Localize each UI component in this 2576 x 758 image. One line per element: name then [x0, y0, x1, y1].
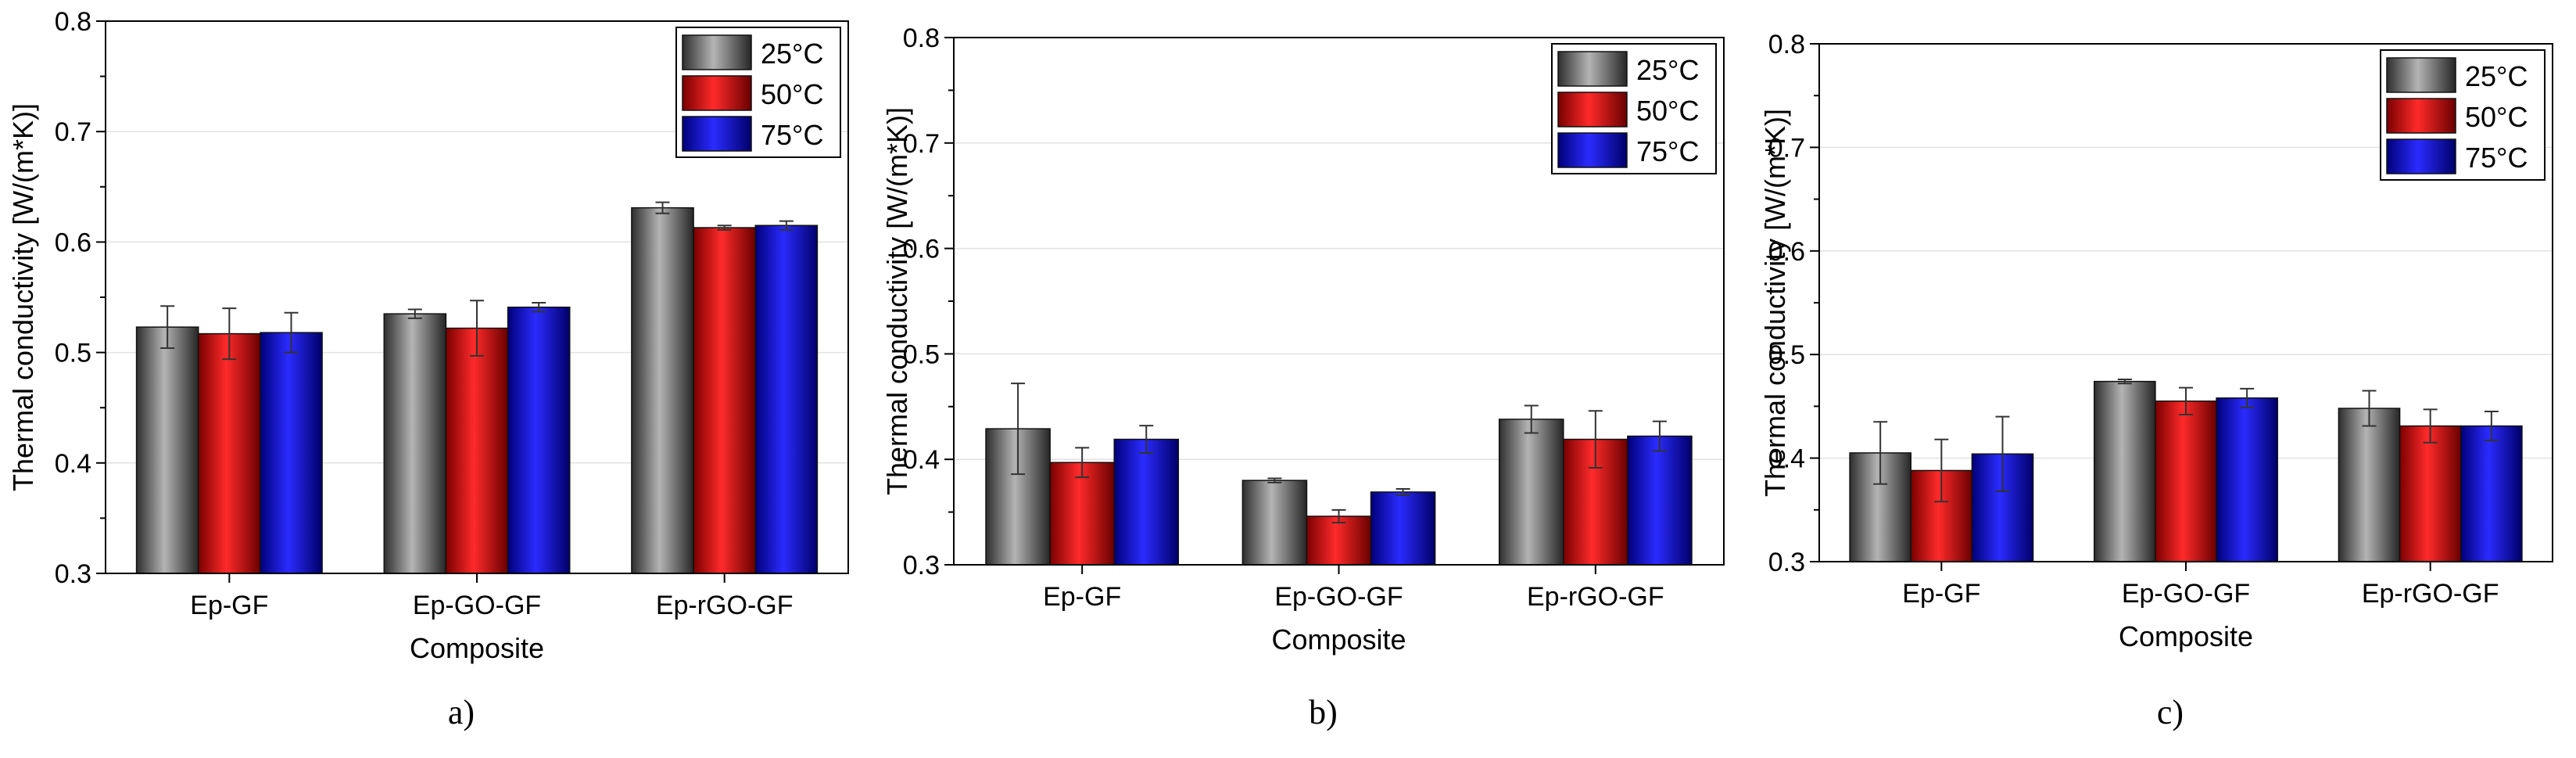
bar-25c-ep-rgo-gf: [1498, 419, 1564, 566]
y-tick-label: 0.8: [903, 23, 940, 53]
bar-50c-ep-rgo-gf: [2399, 425, 2462, 562]
x-tick-label: Ep-GF: [1043, 582, 1121, 612]
bar-50c-ep-go-gf: [2155, 401, 2217, 562]
legend-swatch-25c: [2386, 57, 2456, 93]
legend-swatch-50c: [1557, 92, 1628, 128]
x-axis-label: Composite: [410, 632, 544, 664]
legend-label: 50°C: [2465, 101, 2528, 133]
y-tick-label: 0.4: [903, 445, 940, 475]
y-tick-label: 0.3: [55, 559, 91, 589]
y-tick-label: 0.8: [1768, 30, 1805, 59]
x-tick-label: Ep-GF: [1902, 579, 1980, 609]
y-tick-label: 0.7: [55, 117, 91, 147]
legend-label: 75°C: [1636, 135, 1699, 167]
x-axis-label: Composite: [1271, 623, 1406, 656]
y-tick-label: 0.5: [903, 339, 940, 369]
y-axis-label: Thermal conductivity [W/(m*K)]: [881, 107, 913, 495]
bar-25c-ep-rgo-gf: [2338, 408, 2401, 562]
bar-50c-ep-rgo-gf: [693, 227, 756, 574]
bar-75c-ep-rgo-gf: [754, 225, 819, 574]
y-tick-label: 0.7: [903, 129, 940, 159]
legend-label: 25°C: [2465, 60, 2528, 92]
y-tick-label: 0.6: [1768, 237, 1805, 267]
legend: 25°C 50°C 75°C: [675, 27, 841, 158]
x-tick-label: Ep-rGO-GF: [1527, 582, 1664, 612]
x-tick-label: Ep-GO-GF: [1274, 582, 1403, 612]
legend-swatch-25c: [1557, 51, 1628, 87]
legend-swatch-25c: [682, 34, 752, 70]
bar-25c-ep-go-gf: [2094, 380, 2156, 562]
y-tick-label: 0.7: [1768, 133, 1805, 163]
chart-panel-b: 0.3 0.4 0.5 0.6 0.7 0.8 Ep-GF Ep-GO-GF Ep-rGO-G…: [881, 23, 1725, 731]
panel-label: a): [448, 693, 475, 731]
x-tick-label: Ep-GO-GF: [2122, 579, 2250, 609]
y-tick-label: 0.3: [1768, 548, 1805, 577]
bar-75c-ep-gf: [1113, 438, 1180, 566]
legend: 25°C 50°C 75°C: [1551, 43, 1717, 174]
x-tick-label: Ep-GF: [190, 591, 268, 620]
legend-label: 25°C: [1636, 54, 1699, 86]
bar-75c-ep-go-gf: [507, 306, 571, 574]
legend-swatch-50c: [2386, 98, 2456, 134]
bar-75c-ep-go-gf: [1370, 491, 1436, 566]
x-tick-label: Ep-rGO-GF: [2362, 579, 2499, 609]
chart-panel-c: 0.3 0.4 0.5 0.6 0.7 0.8 Ep-GF Ep-GO-GF Ep-rGO-G…: [1759, 30, 2553, 731]
y-tick-label: 0.6: [903, 235, 940, 264]
legend: 25°C 50°C 75°C: [2380, 49, 2546, 181]
y-tick-label: 0.8: [55, 7, 91, 37]
legend-label: 50°C: [761, 78, 823, 110]
panel-label: c): [2157, 693, 2184, 731]
y-tick-label: 0.5: [1768, 340, 1805, 370]
bar-50c-ep-go-gf: [1306, 516, 1372, 566]
legend-label: 75°C: [761, 119, 823, 151]
bar-25c-ep-go-gf: [1241, 480, 1308, 566]
y-tick-label: 0.4: [1768, 444, 1805, 474]
bar-75c-ep-go-gf: [2216, 397, 2278, 562]
chart-panel-a: 0.3 0.4 0.5 0.6 0.7 0.8 Ep-GF Ep-GO-GF Ep-rGO-G…: [7, 7, 849, 731]
bar-25c-ep-rgo-gf: [631, 207, 694, 574]
bar-50c-ep-gf: [1049, 462, 1115, 566]
x-tick-label: Ep-GO-GF: [413, 591, 541, 620]
bar-75c-ep-rgo-gf: [2460, 425, 2523, 562]
bar-25c-ep-go-gf: [383, 313, 447, 574]
x-tick-label: Ep-rGO-GF: [656, 591, 794, 620]
panel-label: b): [1309, 693, 1338, 731]
bar-25c-ep-gf: [135, 326, 199, 574]
legend-label: 25°C: [761, 38, 823, 70]
y-axis-label: Thermal conductivity [W/(m*K)]: [7, 103, 39, 491]
bar-50c-ep-go-gf: [445, 327, 509, 574]
y-tick-label: 0.3: [903, 551, 940, 580]
legend-swatch-50c: [682, 75, 752, 111]
y-axis-label: Thermal conductivity [W/(m*K)]: [1759, 109, 1791, 497]
legend-swatch-75c: [1557, 132, 1628, 168]
bar-75c-ep-gf: [260, 332, 323, 574]
legend-swatch-75c: [682, 116, 752, 152]
legend-swatch-75c: [2386, 138, 2456, 174]
y-tick-label: 0.4: [55, 449, 91, 479]
bar-75c-ep-rgo-gf: [1627, 435, 1693, 566]
bar-50c-ep-gf: [198, 332, 261, 574]
y-tick-label: 0.5: [55, 339, 91, 368]
legend-label: 50°C: [1636, 95, 1699, 127]
legend-label: 75°C: [2465, 142, 2528, 174]
y-tick-label: 0.6: [55, 228, 91, 257]
x-axis-label: Composite: [2119, 620, 2253, 652]
